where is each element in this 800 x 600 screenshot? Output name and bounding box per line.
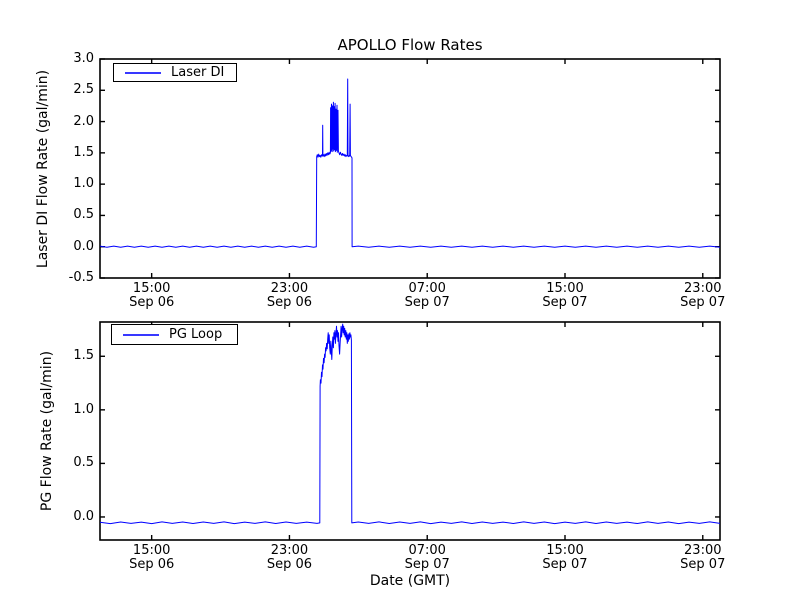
x-tick-date: Sep 06 [129, 557, 175, 572]
y-tick-label: 2.5 [73, 82, 94, 98]
x-tick-date: Sep 06 [266, 557, 313, 572]
x-tick-time: 15:00 [132, 543, 171, 558]
x-tick-date: Sep 06 [129, 295, 175, 310]
y-tick-label: 1.5 [73, 348, 94, 364]
x-axis-label: Date (GMT) [369, 573, 451, 589]
x-tick-time: 07:00 [408, 543, 446, 558]
legend-label-pg-loop: PG Loop [169, 327, 223, 342]
x-tick-date: Sep 07 [404, 295, 450, 310]
x-tick-date: Sep 07 [542, 557, 588, 572]
x-tick-time: 23:00 [684, 281, 722, 296]
x-tick-date: Sep 07 [680, 557, 726, 572]
y-tick-label: 0.0 [73, 508, 94, 524]
y-tick-label: 0.5 [73, 455, 94, 471]
x-tick-time: 23:00 [684, 543, 722, 558]
x-tick-date: Sep 07 [404, 557, 450, 572]
series-line-pg-loop [99, 323, 721, 525]
x-tick-time: 07:00 [408, 281, 446, 296]
y-tick-label: 3.0 [73, 51, 94, 66]
bottom-y-axis-label: PG Flow Rate (gal/min) [39, 350, 55, 512]
legend-line-sample-pg-loop [123, 333, 159, 336]
y-tick-label: 0.0 [73, 238, 94, 254]
y-tick-label: 1.5 [73, 144, 94, 160]
legend-line-sample-laser-di [125, 71, 161, 74]
x-tick-date: Sep 07 [542, 295, 588, 310]
x-tick-time: 15:00 [546, 543, 584, 558]
axes-spines [99, 321, 721, 541]
x-tick-time: 15:00 [132, 281, 171, 296]
x-tick-time: 15:00 [546, 281, 584, 296]
y-tick-label: 2.0 [73, 113, 94, 129]
y-tick-label: 1.0 [73, 401, 94, 417]
legend-laser-di: Laser DI [113, 63, 237, 82]
y-tick-label: 1.0 [73, 176, 94, 192]
legend-pg-loop: PG Loop [111, 324, 238, 345]
axes-spines [99, 58, 721, 279]
series-line-laser-di [99, 78, 721, 248]
x-tick-time: 23:00 [270, 281, 309, 296]
y-tick-label: -0.5 [68, 270, 94, 285]
chart-title: APOLLO Flow Rates [337, 36, 483, 54]
x-tick-date: Sep 07 [680, 295, 726, 310]
y-tick-label: 0.5 [73, 207, 94, 223]
x-tick-time: 23:00 [270, 543, 309, 558]
x-tick-date: Sep 06 [266, 295, 313, 310]
legend-label-laser-di: Laser DI [171, 65, 225, 80]
